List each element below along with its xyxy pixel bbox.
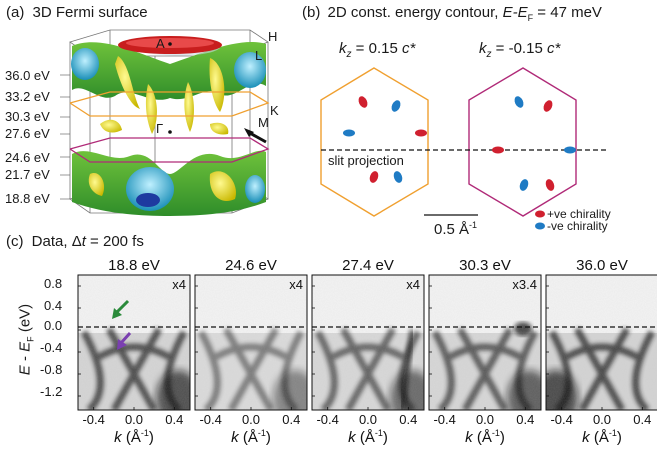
panel-a-heading: (a) 3D Fermi surface [6, 4, 148, 21]
scale-bar-label: 0.5 Å-1 [434, 220, 477, 238]
panel-a-label: (a) [6, 4, 25, 21]
panel-b-heading: (b) 2D const. energy contour, E-EF = 47 … [302, 4, 602, 23]
left-pockets [343, 96, 427, 183]
panel-scale-factor: x3.4 [512, 277, 537, 292]
panel-b-title-prefix: 2D const. energy contour, [327, 4, 503, 21]
point-a: A [156, 36, 165, 51]
energy-label-27: 27.6 eV [5, 126, 50, 141]
left-kz-sym: k [339, 40, 347, 57]
panel-scale-factor: x4 [406, 277, 420, 292]
panel-energy-label: 18.8 eV [108, 257, 160, 274]
xtick-label: 0.4 [282, 412, 300, 427]
point-gamma: Γ [156, 121, 164, 136]
point-m: M [258, 115, 269, 130]
xtick-label: 0.0 [242, 412, 260, 427]
x-axis-label: k (Å-1) [114, 428, 154, 446]
annotation-arrows [112, 299, 132, 350]
magenta-plane [69, 137, 270, 163]
slit-label: slit projection [328, 153, 404, 168]
panel-b-title-sub: F [527, 13, 534, 23]
left-kz-value: = 0.15 [355, 40, 398, 57]
panel-energy-label: 30.3 eV [459, 257, 511, 274]
right-kz-label: kz = -0.15 c* [479, 40, 560, 60]
legend-pos-marker [535, 210, 545, 218]
xtick-label: -0.4 [316, 412, 338, 427]
legend-neg: -ve chirality [547, 219, 608, 233]
purple-arrow [119, 331, 132, 345]
xtick-label: 0.4 [633, 412, 651, 427]
left-kz-cstar: c* [401, 40, 416, 57]
ytick-5: -1.2 [40, 384, 63, 399]
x-axis-label: k (Å-1) [465, 428, 505, 446]
point-k: K [270, 103, 279, 118]
left-kz-sub: z [346, 49, 352, 60]
panel-scale-factor: x4 [172, 277, 186, 292]
arpes-panels: 18.8 eV x4 -0.4 0.0 0.4 k (Å-1) 24.6 eV x4 -0.4 0… [77, 257, 657, 446]
contour-panel [320, 67, 608, 230]
orange-plane [69, 91, 270, 117]
panel-b-title-var: E-E [502, 4, 528, 21]
panel-b-title-suffix: = 47 meV [533, 4, 602, 21]
ytick-1: 0.4 [44, 298, 63, 313]
xtick-label: -0.4 [433, 412, 455, 427]
legend-neg-marker [535, 222, 545, 230]
panel-a-title: 3D Fermi surface [32, 4, 148, 21]
x-axis-label: k (Å-1) [348, 428, 388, 446]
right-kz-sym: k [479, 40, 487, 57]
left-kz-label: kz = 0.15 c* [339, 40, 415, 60]
xtick-label: 0.4 [516, 412, 534, 427]
panel-c-heading: (c) Data, Δt = 200 fs [6, 233, 144, 250]
panel-energy-label: 24.6 eV [225, 257, 277, 274]
energy-label-36: 36.0 eV [5, 68, 50, 83]
xtick-label: 0.4 [165, 412, 183, 427]
energy-label-21: 21.7 eV [5, 167, 50, 182]
panel-c-title-t: t [81, 233, 86, 250]
ytick-4: -0.8 [40, 362, 63, 377]
xtick-label: 0.4 [399, 412, 417, 427]
energy-label-18: 18.8 eV [5, 191, 50, 206]
energy-label-24: 24.6 eV [5, 150, 50, 165]
panel-c-title-prefix: Data, Δ [31, 233, 82, 250]
right-pockets [492, 96, 576, 191]
panel-c-label: (c) [6, 233, 24, 250]
energy-label-33: 33.2 eV [5, 89, 50, 104]
x-axis-label: k (Å-1) [582, 428, 622, 446]
right-kz-cstar: c* [546, 40, 561, 57]
panel-scale-factor: x4 [289, 277, 303, 292]
arpes-panel-4: 36.0 eV -0.4 0.0 0.4 k (Å-1) [545, 257, 657, 446]
ytick-2: 0.0 [44, 318, 63, 333]
legend-pos: +ve chirality [547, 207, 611, 221]
panel-b-label: (b) [302, 4, 321, 21]
energy-label-30: 30.3 eV [5, 109, 50, 124]
green-arrow [114, 299, 130, 315]
xtick-label: 0.0 [476, 412, 494, 427]
scale-bar-value: 0.5 Å [434, 221, 470, 238]
point-h: H [268, 29, 278, 44]
xtick-label: -0.4 [82, 412, 104, 427]
arpes-panel-2: 27.4 eV x4 -0.4 0.0 0.4 k (Å-1) [311, 257, 425, 446]
xtick-label: -0.4 [199, 412, 221, 427]
xtick-label: 0.0 [359, 412, 377, 427]
xtick-label: 0.0 [593, 412, 611, 427]
ytick-3: -0.4 [40, 340, 63, 355]
right-kz-value: = -0.15 [495, 40, 543, 57]
ytick-0: 0.8 [44, 276, 63, 291]
panel-energy-label: 27.4 eV [342, 257, 394, 274]
x-axis-label: k (Å-1) [231, 428, 271, 446]
left-hexagon [320, 67, 429, 217]
right-hexagon [468, 67, 577, 217]
scale-bar-exp: -1 [469, 220, 478, 230]
panel-energy-label: 36.0 eV [576, 257, 628, 274]
xtick-label: 0.0 [125, 412, 143, 427]
arpes-panel-0: 18.8 eV x4 -0.4 0.0 0.4 k (Å-1) [77, 257, 191, 446]
panel-c-title-suffix: = 200 fs [85, 233, 144, 250]
xtick-label: -0.4 [550, 412, 572, 427]
point-l: L [255, 48, 263, 63]
fermi-surface-3d [60, 29, 270, 216]
arpes-panel-1: 24.6 eV x4 -0.4 0.0 0.4 k (Å-1) [194, 257, 308, 446]
right-kz-sub: z [486, 49, 492, 60]
